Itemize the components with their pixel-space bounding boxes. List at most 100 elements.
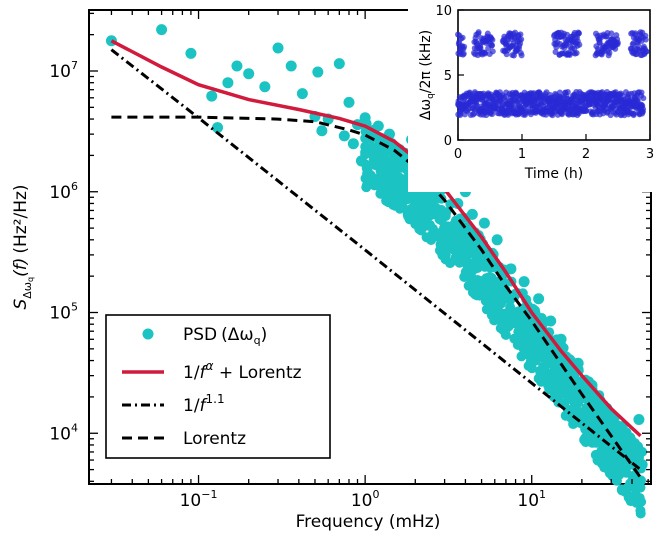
inset-point — [642, 36, 649, 43]
psd-point — [603, 410, 614, 421]
psd-point — [377, 146, 388, 157]
psd-point — [587, 437, 598, 448]
psd-point — [516, 351, 527, 362]
inset-point — [489, 48, 496, 55]
inset-x-tick-label: 3 — [646, 147, 654, 162]
psd-point — [378, 162, 389, 173]
psd-point — [440, 254, 451, 265]
psd-point — [333, 58, 345, 70]
inset-plot-area — [455, 29, 650, 119]
psd-point — [518, 276, 530, 288]
psd-point — [607, 447, 618, 458]
psd-point — [471, 283, 482, 294]
inset-point — [461, 43, 468, 50]
psd-point — [491, 234, 503, 246]
psd-point — [484, 287, 495, 298]
x-tick-label: 101 — [517, 488, 546, 511]
psd-point — [484, 304, 495, 315]
psd-point — [538, 361, 549, 372]
inset-point — [640, 95, 647, 102]
inset-point — [638, 89, 645, 96]
psd-point — [622, 439, 633, 450]
psd-point — [451, 226, 462, 237]
y-tick-label: 107 — [49, 59, 78, 82]
inset-point — [489, 36, 496, 43]
psd-point — [573, 397, 584, 408]
psd-point — [259, 81, 271, 93]
svg-text:Δωq/2π (kHz): Δωq/2π (kHz) — [418, 30, 436, 120]
psd-point — [504, 320, 515, 331]
psd-point — [466, 272, 477, 283]
inset-x-tick-label: 2 — [582, 147, 590, 162]
psd-point — [513, 326, 524, 337]
psd-point — [360, 159, 371, 170]
psd-point — [610, 474, 621, 485]
inset-point — [576, 41, 583, 48]
svg-text:SΔωq(f)(Hz²/Hz): SΔωq(f)(Hz²/Hz) — [11, 184, 35, 309]
inset-point — [640, 106, 647, 113]
y-tick-label: 106 — [49, 180, 78, 203]
psd-point — [360, 149, 371, 160]
y-tick-label: 105 — [49, 301, 78, 324]
psd-point — [608, 421, 619, 432]
psd-point — [231, 60, 243, 72]
inset-point — [608, 30, 615, 37]
psd-point — [222, 77, 234, 89]
psd-point — [542, 353, 553, 364]
psd-point — [505, 294, 516, 305]
legend-fit-label: 1/fα + Lorentz — [183, 359, 302, 383]
psd-point — [631, 497, 642, 508]
inset-point — [517, 31, 524, 38]
psd-point — [369, 147, 380, 158]
psd-point — [565, 412, 576, 423]
psd-point — [597, 455, 608, 466]
psd-point — [212, 122, 224, 134]
psd-point — [285, 60, 297, 72]
legend-box — [105, 314, 331, 459]
x-tick-label: 100 — [351, 488, 380, 511]
psd-point — [417, 202, 428, 213]
psd-point — [421, 232, 432, 243]
inset-point — [573, 50, 580, 57]
psd-point — [451, 255, 462, 266]
psd-point — [623, 492, 634, 503]
legend-psd-label: PSD (Δωq) — [183, 325, 267, 347]
inset-axes-ticks: 0 1 2 3 0 5 10 — [435, 4, 654, 162]
psd-point — [523, 360, 534, 371]
psd-point — [478, 217, 490, 229]
psd-point — [541, 373, 552, 384]
inset-y-axis-label: Δωq/2π (kHz) — [418, 30, 436, 120]
inset-point — [606, 49, 613, 56]
inset-point — [643, 48, 650, 55]
lorentz-line — [111, 115, 642, 479]
psd-point — [529, 345, 540, 356]
psd-point — [491, 298, 502, 309]
psd-point — [472, 263, 483, 274]
inset-point — [475, 29, 482, 36]
psd-point — [544, 384, 555, 395]
psd-point — [455, 245, 466, 256]
inset-x-tick-label: 1 — [518, 147, 526, 162]
psd-point — [420, 214, 431, 225]
psd-point — [343, 96, 355, 108]
psd-point — [505, 302, 516, 313]
x-axis-label: Frequency (mHz) — [296, 512, 441, 532]
psd-point — [512, 339, 523, 350]
psd-point — [404, 214, 415, 225]
inset-point — [459, 34, 466, 41]
psd-point — [511, 311, 522, 322]
inset-point — [489, 42, 496, 49]
legend-lorentz-label: Lorentz — [183, 429, 246, 449]
psd-point — [380, 155, 391, 166]
psd-point — [433, 228, 444, 239]
legend-power-label: 1/f1.1 — [183, 392, 225, 416]
psd-point — [552, 378, 563, 389]
psd-point — [466, 208, 478, 220]
inset-point — [518, 36, 525, 43]
psd-point — [463, 257, 474, 268]
psd-point — [243, 68, 255, 80]
x-tick-label: 10−1 — [180, 488, 218, 511]
psd-point — [383, 176, 394, 187]
psd-point — [296, 88, 308, 100]
